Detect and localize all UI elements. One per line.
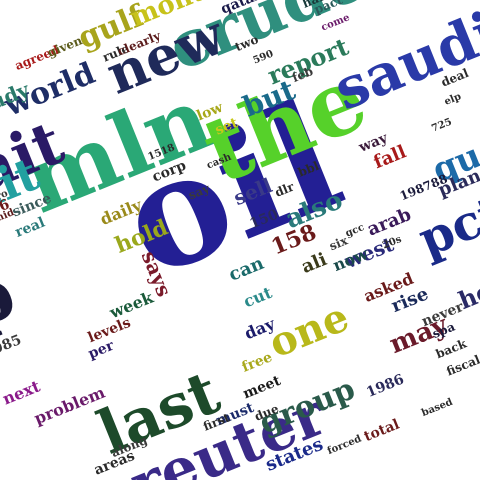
cloud-word: week [106,287,156,323]
cloud-word: 1985 [0,331,24,362]
cloud-word: 725 [430,116,454,135]
cloud-word: next [0,376,43,409]
cloud-word: given [45,33,85,60]
cloud-word: fiscal [444,352,480,379]
cloud-word: based [420,396,455,420]
cloud-word: mid [0,207,16,226]
cloud-word: 1986 [364,371,407,401]
cloud-word: elp [442,91,463,108]
cloud-word: total [361,416,402,446]
cloud-word: cut [240,282,275,312]
cloud-word: free [239,349,275,376]
